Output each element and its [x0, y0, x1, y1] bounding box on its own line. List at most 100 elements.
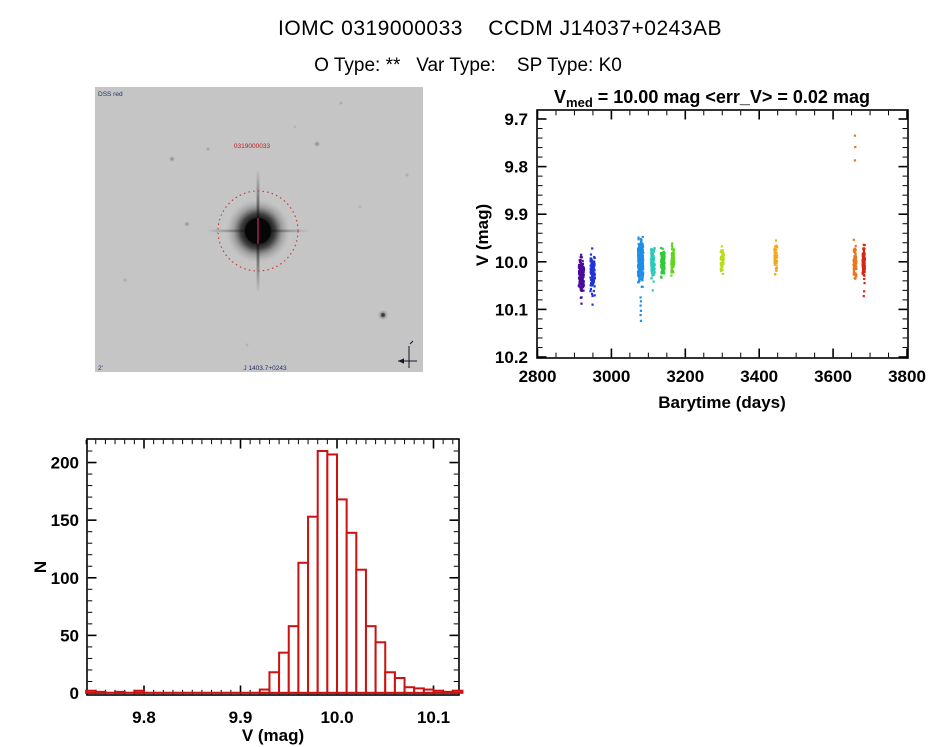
scatter-point — [861, 254, 864, 257]
scatter-point — [853, 255, 856, 258]
scatter-point — [589, 276, 592, 279]
scatter-point — [651, 252, 654, 255]
scatter-point — [639, 263, 642, 267]
scatter-point — [638, 264, 641, 267]
scatter-point — [578, 283, 581, 286]
scatter-point — [773, 249, 776, 252]
scatter-point — [720, 257, 723, 260]
scatter-point — [639, 242, 642, 245]
scatter-point — [639, 300, 643, 303]
scatter-point — [593, 272, 596, 275]
scatter-point — [590, 260, 593, 263]
scatter-point — [639, 269, 643, 272]
scatter-point — [660, 262, 663, 266]
observation-cluster — [852, 134, 858, 280]
histogram-bar — [345, 531, 358, 694]
scatter-point — [662, 259, 666, 262]
scatter-point — [637, 250, 640, 253]
survey-label: DSS red — [98, 91, 123, 98]
scatter-point — [638, 271, 642, 274]
scatter-point — [722, 258, 725, 261]
scatter-point — [641, 285, 644, 289]
histogram-plot: V (mag) N 0 50 100 150 200 9.8 9.9 10.0 10.1 — [31, 438, 464, 745]
scatter-point — [662, 256, 665, 259]
scatter-point — [637, 266, 640, 269]
scatter-point — [652, 249, 655, 252]
scatter-point — [662, 267, 665, 270]
scatter-point — [660, 266, 663, 270]
scatter-point — [641, 273, 645, 276]
scatter-point — [640, 277, 643, 280]
scatter-point — [854, 277, 857, 280]
histogram-bar — [336, 498, 348, 694]
x-tick-label: 10.1 — [417, 708, 450, 727]
scatter-point — [639, 246, 642, 250]
histogram-ylabel: N — [31, 561, 50, 573]
observation-cluster — [719, 245, 725, 275]
histogram-bar — [278, 651, 290, 694]
scatter-point — [722, 262, 725, 266]
scatter-point — [578, 282, 581, 285]
scatter-point — [852, 271, 855, 274]
scatter-point — [579, 263, 583, 266]
scatter-point — [577, 266, 581, 269]
scatter-point — [641, 251, 644, 254]
scatter-point — [671, 242, 674, 245]
scatter-point — [774, 248, 778, 251]
scatter-point — [637, 259, 640, 263]
scatter-point — [641, 262, 644, 266]
scatter-point — [593, 294, 596, 297]
scatter-point — [854, 272, 857, 275]
scatter-point — [661, 272, 664, 275]
coords-label: J 1403.7+0243 — [243, 365, 287, 372]
y-tick-label: 0 — [70, 684, 79, 703]
scatter-point — [721, 249, 724, 252]
scatter-point — [589, 267, 593, 270]
scatter-point — [640, 247, 643, 250]
scatter-point — [650, 277, 653, 280]
scatter-point — [774, 273, 777, 276]
scatter-point — [639, 256, 642, 259]
scatter-point — [639, 314, 642, 317]
scatter-point — [852, 248, 856, 251]
histogram-bar — [85, 689, 97, 694]
scatter-point — [672, 271, 675, 274]
scatter-point — [582, 267, 586, 270]
histogram-bar — [307, 515, 319, 694]
scatter-point — [659, 264, 663, 267]
histogram-bar — [384, 671, 396, 694]
scatter-point — [672, 264, 675, 267]
observation-cluster — [649, 247, 656, 292]
scatter-point — [852, 250, 856, 253]
scatter-point — [591, 274, 594, 278]
scatter-point — [861, 253, 865, 256]
scatter-point — [661, 264, 664, 267]
lightcurve-frame — [536, 109, 909, 359]
histogram-bar — [374, 641, 387, 694]
scatter-point — [651, 266, 654, 269]
scatter-point — [862, 250, 866, 253]
scatter-point — [578, 263, 581, 267]
scatter-point — [721, 251, 724, 254]
scatter-point — [670, 274, 673, 277]
scatter-point — [592, 280, 595, 283]
scatter-point — [581, 275, 584, 278]
scatter-point — [642, 267, 645, 271]
scatter-point — [591, 282, 595, 285]
scatter-point — [581, 280, 584, 283]
scatter-point — [589, 264, 592, 267]
scatter-point — [653, 272, 656, 275]
scatter-point — [638, 245, 641, 248]
scatter-point — [651, 274, 654, 277]
scatter-point — [653, 270, 656, 274]
scatter-point — [639, 252, 642, 255]
scatter-point — [589, 284, 592, 287]
histogram-bar — [442, 690, 454, 694]
scatter-point — [639, 304, 642, 307]
scatter-point — [854, 248, 857, 251]
x-tick-label: 3000 — [592, 367, 630, 386]
scatter-point — [721, 256, 724, 260]
scatter-point — [591, 284, 594, 287]
scatter-point — [637, 261, 641, 264]
histogram-bar — [316, 450, 329, 694]
